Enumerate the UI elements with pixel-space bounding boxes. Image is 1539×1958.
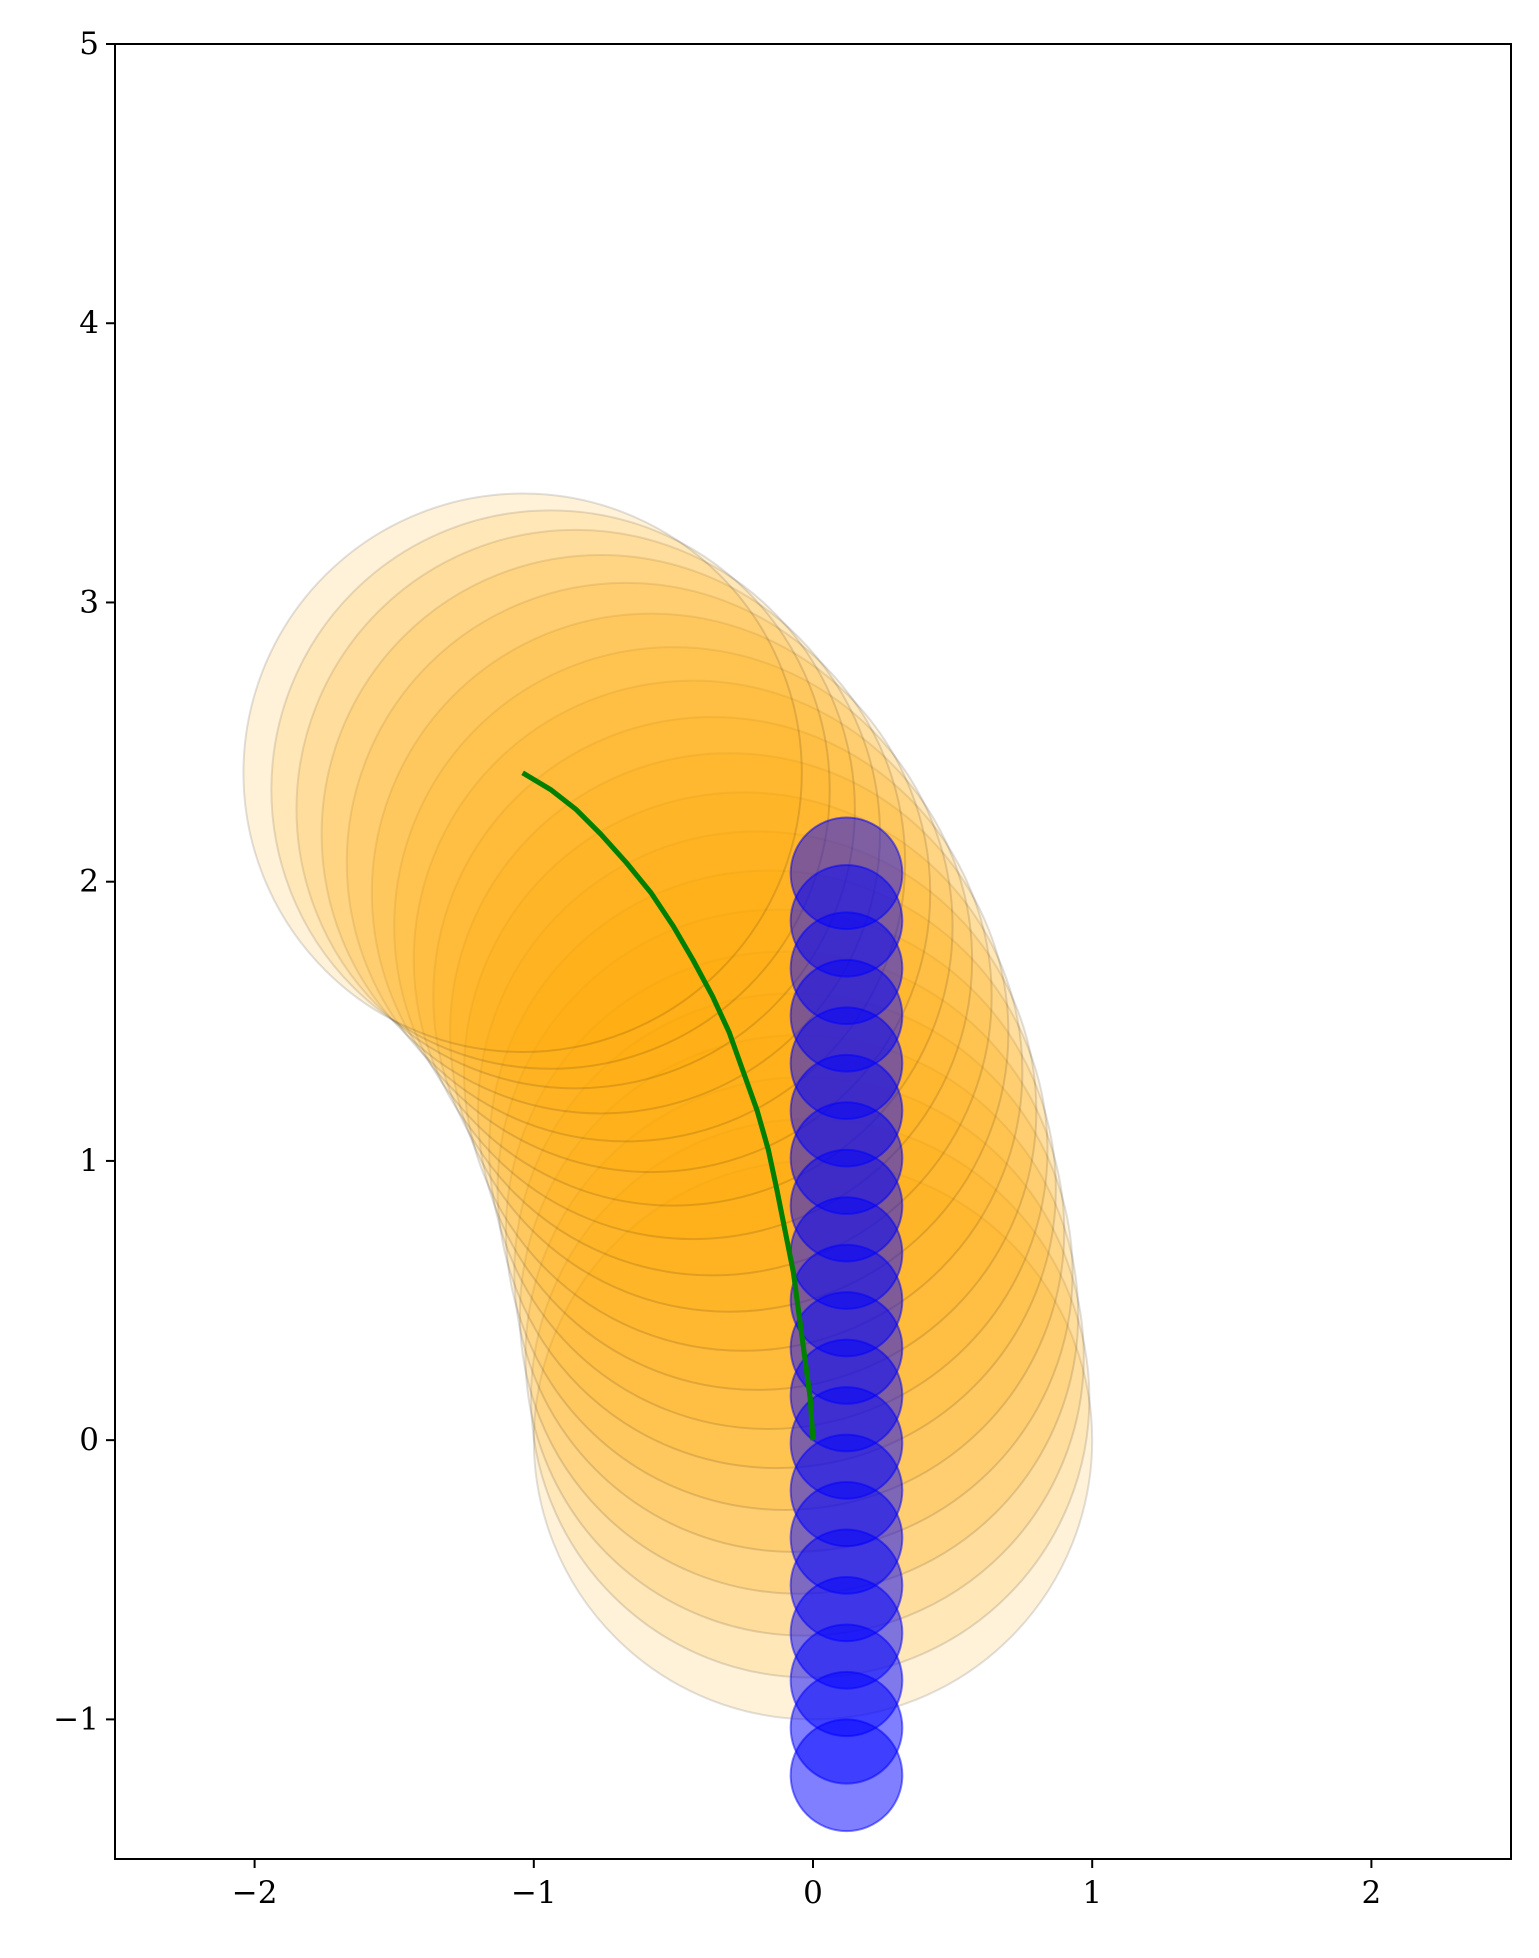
y-axis: −1 0 1 2 3 4 5 bbox=[53, 26, 115, 1737]
y-tick-label: 4 bbox=[79, 305, 99, 341]
green-path-layer bbox=[521, 770, 816, 1441]
y-tick-label: −1 bbox=[53, 1701, 99, 1737]
y-tick-label: 1 bbox=[79, 1143, 99, 1179]
x-tick-label: −1 bbox=[511, 1875, 557, 1911]
blue-circle bbox=[789, 816, 904, 931]
green-path bbox=[521, 770, 816, 1441]
y-tick-label: 2 bbox=[79, 864, 99, 900]
y-tick-label: 3 bbox=[79, 584, 99, 620]
x-tick-label: 0 bbox=[803, 1875, 823, 1911]
y-tick-label: 5 bbox=[79, 26, 99, 62]
x-tick-label: 1 bbox=[1082, 1875, 1102, 1911]
x-axis: −2 −1 0 1 2 bbox=[232, 1859, 1382, 1911]
y-tick-label: 0 bbox=[79, 1422, 99, 1458]
x-tick-label: 2 bbox=[1362, 1875, 1382, 1911]
blue-circles bbox=[789, 816, 904, 1833]
x-tick-label: −2 bbox=[232, 1875, 278, 1911]
